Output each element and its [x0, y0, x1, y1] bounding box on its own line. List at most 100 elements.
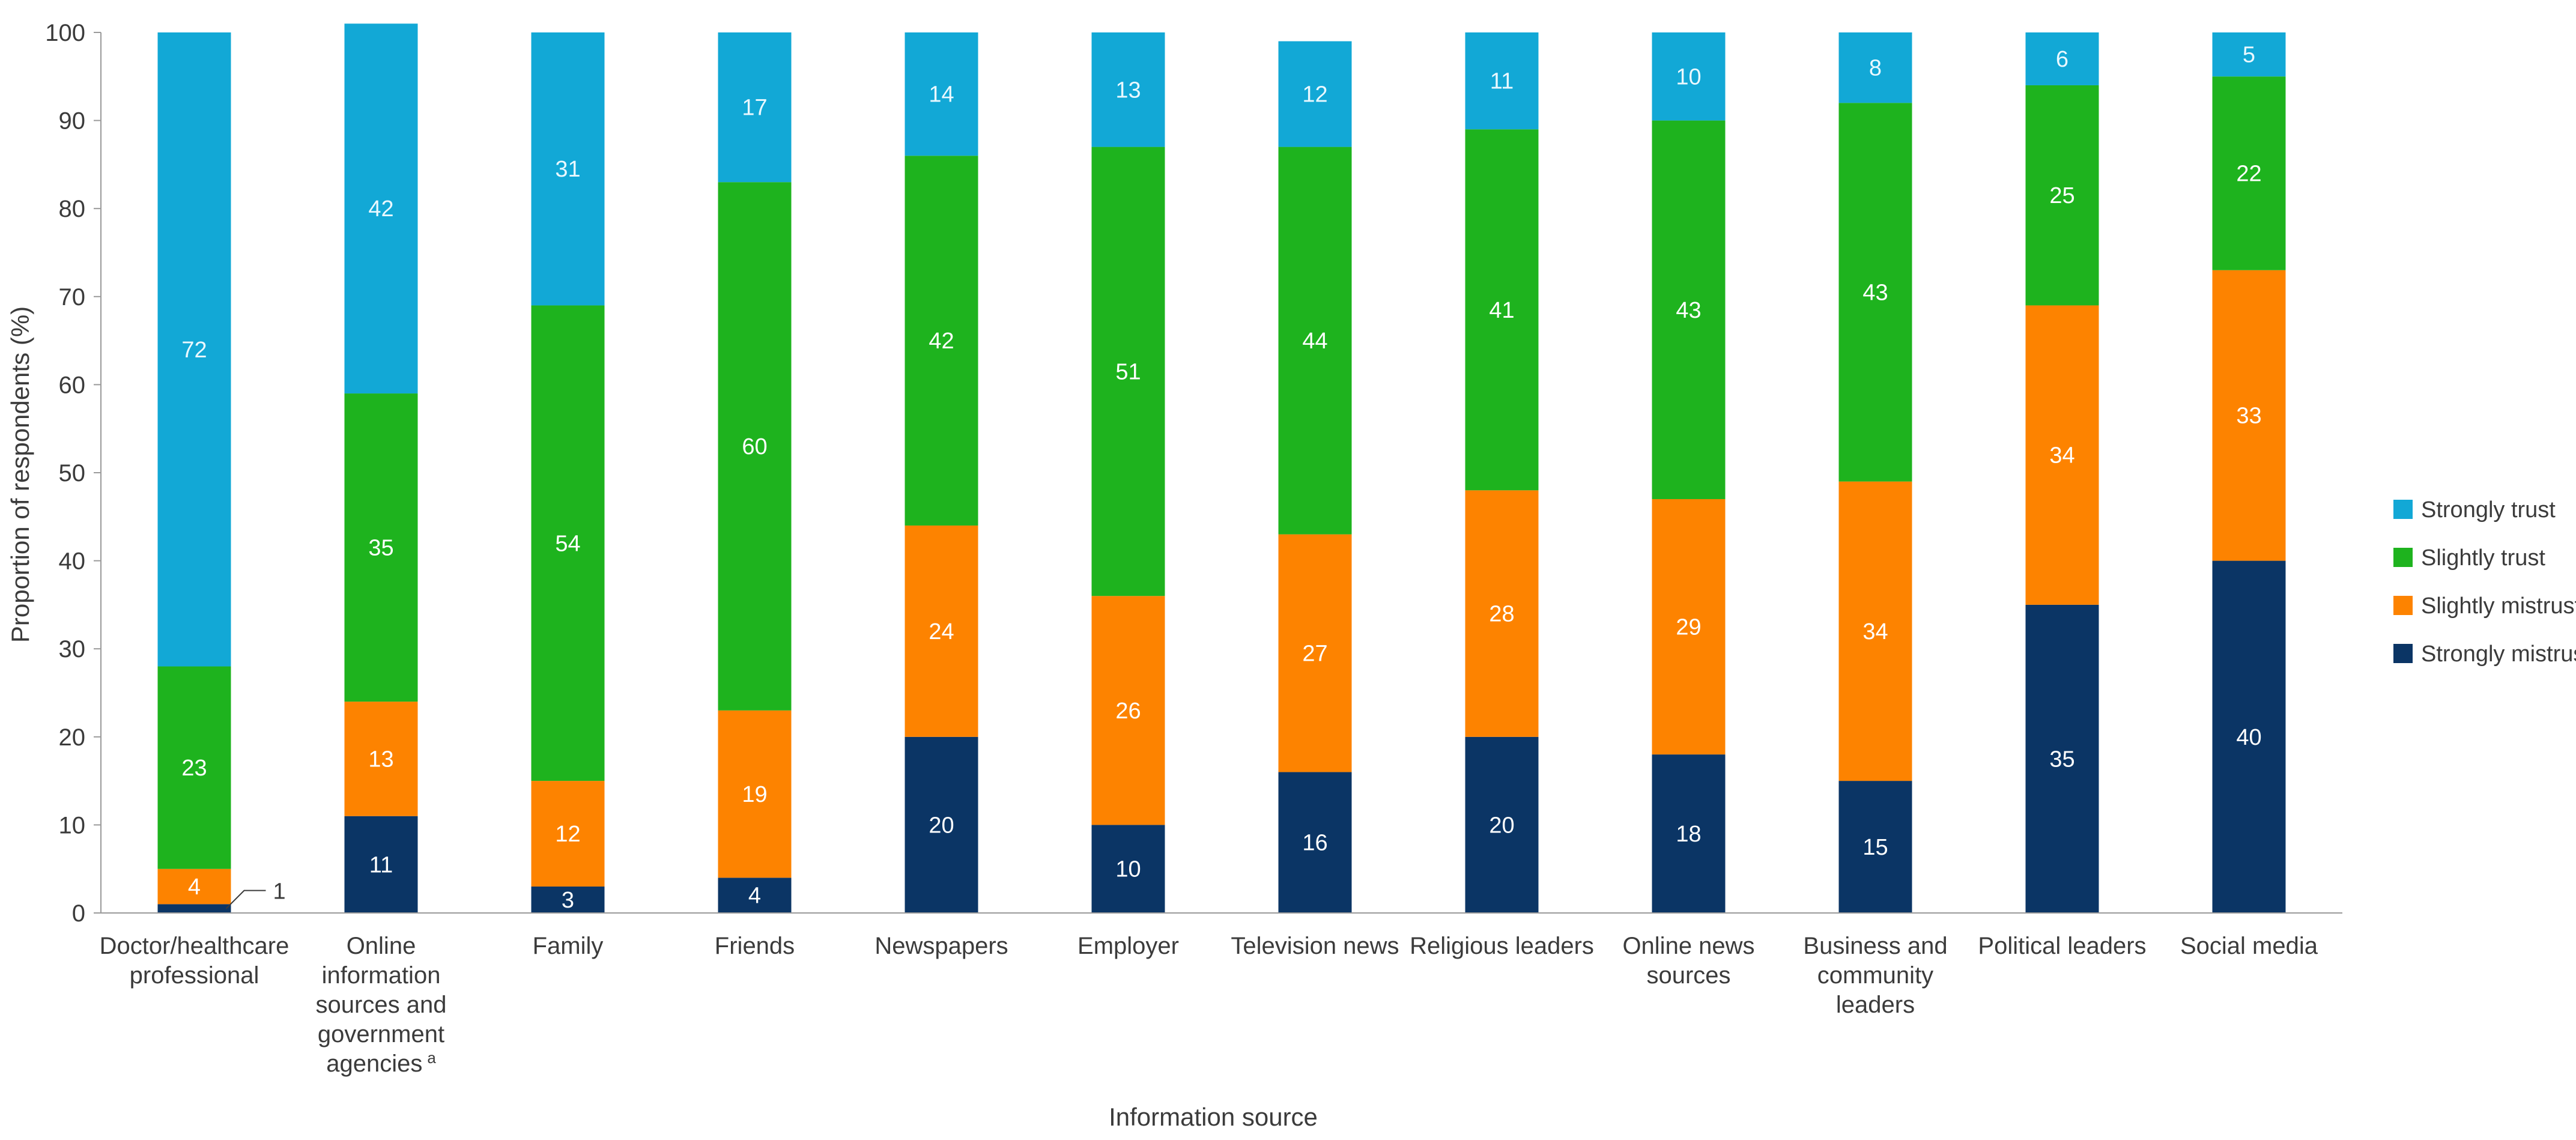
- x-axis-title: Information source: [1109, 1103, 1318, 1131]
- y-tick-label: 50: [59, 460, 86, 487]
- data-label: 42: [929, 329, 954, 354]
- callout-leader-line: [225, 890, 266, 909]
- data-label: 40: [2236, 725, 2261, 750]
- bar-segment: [718, 710, 792, 878]
- legend: Strongly trust Slightly trust Slightly mis…: [2393, 497, 2576, 667]
- data-label: 43: [1862, 280, 1888, 305]
- bar-segment: [1278, 41, 1352, 147]
- bar-segment: [2212, 32, 2286, 77]
- bar-segment: [1091, 825, 1165, 913]
- bar-segment: [1278, 772, 1352, 913]
- bar-segment: [531, 887, 605, 913]
- axes-layer: 0 10 20 30 40 50 60 70 80 90 100 Doctor/healthcare p…: [45, 20, 2342, 1077]
- x-category-label: Television news: [1231, 933, 1399, 959]
- data-label: 44: [1302, 329, 1327, 354]
- bar-segment: [905, 736, 978, 913]
- data-label: 29: [1676, 615, 1701, 640]
- legend-entry-label: Strongly trust: [2421, 497, 2556, 523]
- data-label: 10: [1115, 857, 1141, 882]
- data-label: 51: [1115, 359, 1141, 384]
- bar-segment: [531, 32, 605, 306]
- data-label: 19: [742, 782, 767, 807]
- y-tick-label: 40: [59, 548, 86, 575]
- bar-segment: [344, 23, 418, 394]
- bars-layer: [157, 23, 2286, 913]
- data-label: 13: [368, 747, 393, 772]
- bar-segment: [1652, 32, 1726, 121]
- bar-segment: [1652, 499, 1726, 755]
- data-label: 20: [929, 813, 954, 838]
- x-category-label: Doctor/healthcare professional: [100, 933, 289, 989]
- bar-segment: [1278, 534, 1352, 772]
- x-category-label: Family: [533, 933, 604, 959]
- y-tick-label: 100: [45, 20, 85, 46]
- bar-segment: [1091, 32, 1165, 147]
- legend-entry-label: Slightly mistrust: [2421, 593, 2576, 619]
- legend-swatch: [2393, 644, 2413, 663]
- y-tick-label: 10: [59, 812, 86, 838]
- data-label: 24: [929, 619, 954, 644]
- data-label: 22: [2236, 162, 2261, 187]
- data-label: 33: [2236, 404, 2261, 429]
- bar-segment: [718, 32, 792, 183]
- data-label: 23: [181, 756, 207, 781]
- data-label: 27: [1302, 641, 1327, 667]
- bar-segment: [1838, 32, 1912, 103]
- x-category-label: Newspapers: [874, 933, 1008, 959]
- x-category-label: Social media: [2180, 933, 2318, 959]
- y-tick-label: 80: [59, 196, 86, 222]
- data-label: 43: [1676, 298, 1701, 323]
- data-label: 12: [1302, 82, 1327, 108]
- data-label: 34: [1862, 619, 1888, 644]
- data-label: 13: [1115, 77, 1141, 103]
- data-label: 31: [555, 157, 580, 182]
- data-label: 5: [2243, 43, 2255, 68]
- y-tick-label: 60: [59, 372, 86, 398]
- bar-segment: [1465, 490, 1539, 737]
- data-label: 41: [1489, 298, 1514, 323]
- data-label: 25: [2049, 183, 2074, 208]
- y-tick-label: 70: [59, 284, 86, 311]
- bar-segment: [905, 156, 978, 526]
- data-label: 4: [748, 884, 761, 909]
- y-axis-title: Proportion of respondents (%): [6, 306, 34, 643]
- x-category-label: Business and community leaders: [1803, 933, 1947, 1018]
- bar-segment: [1465, 736, 1539, 913]
- bar-segment: [531, 305, 605, 781]
- data-label: 35: [368, 536, 393, 561]
- data-label: 15: [1862, 835, 1888, 860]
- bar-segment: [1652, 754, 1726, 913]
- bar-segment: [2025, 32, 2099, 85]
- legend-swatch: [2393, 596, 2413, 615]
- data-label: 17: [742, 96, 767, 121]
- bar-segment: [2212, 560, 2286, 913]
- bar-segment: [1278, 147, 1352, 535]
- data-label: 18: [1676, 822, 1701, 847]
- bar-segment: [1091, 596, 1165, 825]
- legend-swatch: [2393, 548, 2413, 567]
- data-label: 28: [1489, 602, 1514, 627]
- legend-entry-label: Strongly mistrust: [2421, 641, 2576, 667]
- bar-segment: [344, 702, 418, 816]
- bar-segment: [1838, 103, 1912, 482]
- x-category-label: Online news sources: [1622, 933, 1754, 989]
- bar-segment: [1652, 120, 1726, 499]
- y-tick-label: 0: [72, 900, 85, 927]
- data-label: 26: [1115, 699, 1141, 724]
- bar-segment: [2025, 604, 2099, 913]
- data-label-callout: 1: [273, 879, 286, 905]
- data-label: 11: [369, 852, 393, 878]
- data-label: 34: [2049, 443, 2074, 468]
- bar-segment: [344, 816, 418, 913]
- bar-segment: [157, 32, 231, 667]
- data-labels-layer: 1423721113354231254314196017202442141026…: [181, 43, 2261, 913]
- x-category-label: Employer: [1077, 933, 1179, 959]
- data-label: 4: [188, 875, 201, 900]
- data-label: 3: [562, 888, 574, 913]
- data-label: 8: [1869, 56, 1882, 81]
- bar-segment: [718, 878, 792, 913]
- bar-segment: [2025, 85, 2099, 306]
- bar-segment: [905, 525, 978, 737]
- bar-segment: [1465, 32, 1539, 130]
